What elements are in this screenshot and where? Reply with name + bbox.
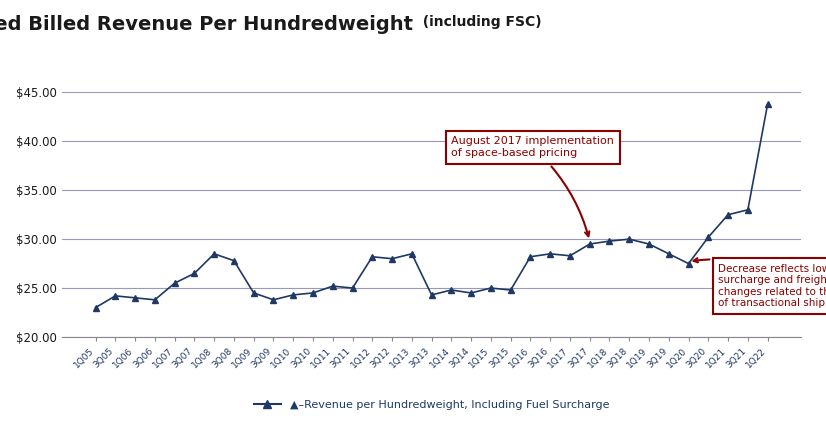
Text: Decrease reflects lower fuel
surcharge and freight mix
changes related to the ad: Decrease reflects lower fuel surcharge a… [694, 258, 826, 308]
Text: Asset-Based Billed Revenue Per Hundredweight: Asset-Based Billed Revenue Per Hundredwe… [0, 15, 413, 34]
Legend: ▲–Revenue per Hundredweight, Including Fuel Surcharge: ▲–Revenue per Hundredweight, Including F… [249, 395, 614, 414]
Text: August 2017 implementation
of space-based pricing: August 2017 implementation of space-base… [451, 137, 615, 236]
Text: (including FSC): (including FSC) [413, 15, 542, 29]
Text: Asset-Based Billed Revenue Per Hundredweight  (including FSC): Asset-Based Billed Revenue Per Hundredwe… [391, 15, 435, 17]
